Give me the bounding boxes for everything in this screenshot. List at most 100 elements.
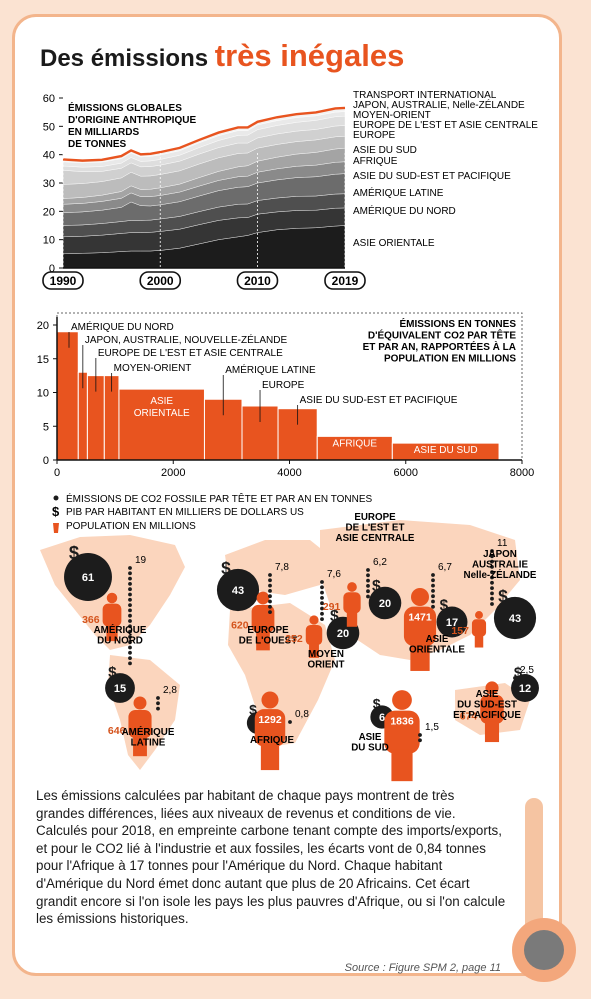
- co2-dot: [431, 599, 435, 604]
- area-legend-label: TRANSPORT INTERNATIONAL: [353, 90, 497, 101]
- co2-dot: [320, 617, 324, 621]
- population-value: 1471: [408, 612, 432, 624]
- title-part2: très inégales: [214, 38, 405, 73]
- region-name: AUSTRALIE: [472, 560, 529, 571]
- co2-dot: [418, 738, 422, 743]
- co2-dot: [320, 590, 324, 595]
- area-y-tick-label: 40: [43, 150, 55, 162]
- co2-dot: [156, 696, 160, 700]
- bar-title-line: ET PAR AN, RAPPORTÉES À LA: [363, 340, 516, 353]
- population-figure-head: [309, 615, 319, 625]
- gdp-value: 6: [379, 712, 385, 724]
- gdp-bubble: [493, 596, 537, 640]
- area-title-line: DE TONNES: [68, 139, 126, 150]
- map-figure: ÉMISSIONS DE CO2 FOSSILE PAR TÊTE ET PAR…: [40, 492, 539, 782]
- population-figure-body: [343, 592, 361, 614]
- co2-dot: [490, 554, 494, 559]
- gdp-dollar-icon: $: [514, 666, 523, 682]
- bar-chart: 0 5 10 15 20 0 2000 4000 6000 8000 AMÉRIQUE DU NOR…: [37, 312, 534, 479]
- population-figure-legs: [346, 611, 358, 627]
- co2-dot: [490, 602, 494, 606]
- co2-dot: [128, 629, 132, 634]
- bar-x-tick-label: 8000: [510, 467, 534, 479]
- co2-dot: [128, 571, 132, 576]
- co2-dot: [128, 597, 132, 602]
- bar-title-line: D'ÉQUIVALENT CO2 PAR TÊTE: [368, 329, 516, 342]
- co2-dot: [431, 604, 435, 609]
- population-figure-legs: [391, 749, 413, 782]
- co2-dot: [268, 604, 272, 609]
- population-value: 646: [108, 725, 126, 737]
- co2-dot: [128, 608, 132, 613]
- area-legend-label: JAPON, AUSTRALIE, Nelle-ZÉLANDE: [353, 98, 525, 111]
- gdp-bubble: [511, 674, 539, 702]
- area-legend-label: AMÉRIQUE DU NORD: [353, 204, 456, 217]
- population-figure-body: [471, 619, 487, 637]
- co2-value: 7,8: [275, 562, 289, 573]
- population-value: 366: [82, 614, 100, 626]
- gdp-dollar-icon: $: [330, 608, 339, 625]
- area-legend-label: AMÉRIQUE LATINE: [353, 186, 444, 199]
- region-name: MOYEN: [308, 649, 344, 660]
- co2-dot: [268, 610, 272, 614]
- co2-dot: [268, 589, 272, 593]
- co2-dot: [431, 578, 435, 583]
- area-y-tick-label: 30: [43, 178, 55, 190]
- region-name: DE L'EST ET: [346, 523, 405, 534]
- region-name: Nelle-ZÉLANDE: [464, 569, 537, 581]
- area-legend-label: EUROPE DE L'EST ET ASIE CENTRALE: [353, 120, 538, 131]
- region-name: EUROPE: [247, 625, 289, 636]
- co2-dot: [366, 589, 370, 594]
- area-x-tick-label: 1990: [50, 274, 77, 288]
- co2-dot: [128, 576, 132, 581]
- bar-title-line: POPULATION EN MILLIONS: [384, 354, 516, 365]
- region-name: ASIE: [476, 689, 499, 700]
- co2-dot: [490, 565, 494, 569]
- bar-y-tick-label: 0: [43, 455, 49, 467]
- region-name: AMÉRIQUE: [122, 726, 175, 738]
- co2-dot: [490, 575, 494, 580]
- region-name: DE L'OUEST: [239, 636, 297, 647]
- co2-dot: [128, 656, 132, 660]
- co2-dot: [128, 640, 132, 645]
- co2-dot: [366, 578, 370, 583]
- area-legend-label: AFRIQUE: [353, 156, 398, 167]
- co2-dot: [490, 570, 494, 575]
- area-x-tick-pill: [236, 271, 279, 290]
- legend-co2-icon: [53, 495, 59, 501]
- co2-value: 2,5: [520, 665, 534, 676]
- legend-co2-label: ÉMISSIONS DE CO2 FOSSILE PAR TÊTE ET PAR…: [66, 492, 373, 505]
- co2-dot: [128, 582, 132, 586]
- bar-label: JAPON, AUSTRALIE, NOUVELLE-ZÉLANDE: [85, 333, 288, 346]
- area-title-line: EN MILLIARDS: [68, 127, 139, 138]
- population-figure-head: [410, 587, 430, 607]
- population-figure-head: [347, 582, 357, 592]
- gdp-dollar-icon: $: [108, 664, 117, 681]
- population-figure-body: [480, 695, 504, 724]
- gdp-bubble: [105, 673, 135, 703]
- co2-dot: [513, 686, 517, 691]
- co2-value: 11: [497, 538, 508, 549]
- population-value: 1292: [258, 714, 282, 726]
- bar-y-tick-label: 5: [43, 421, 49, 433]
- co2-dot: [320, 611, 324, 616]
- co2-dot: [128, 635, 132, 639]
- area-title-line: D'ORIGINE ANTHROPIQUE: [68, 115, 196, 126]
- population-value: 620: [231, 619, 249, 631]
- legend-pop-icon: [53, 523, 59, 533]
- population-figure-legs: [256, 630, 270, 651]
- gdp-value: 15: [114, 683, 126, 695]
- area-y-tick-label: 10: [43, 235, 55, 247]
- co2-dot: [128, 645, 132, 650]
- gdp-dollar-icon: $: [498, 586, 508, 606]
- bar-0: [56, 331, 79, 461]
- area-y-tick-label: 0: [49, 263, 55, 275]
- population-figure-legs: [474, 634, 484, 648]
- page-title: Des émissions très inégales: [40, 38, 404, 74]
- population-figure-body: [128, 709, 152, 739]
- gdp-value: 43: [509, 613, 521, 625]
- population-figure-head: [261, 691, 279, 709]
